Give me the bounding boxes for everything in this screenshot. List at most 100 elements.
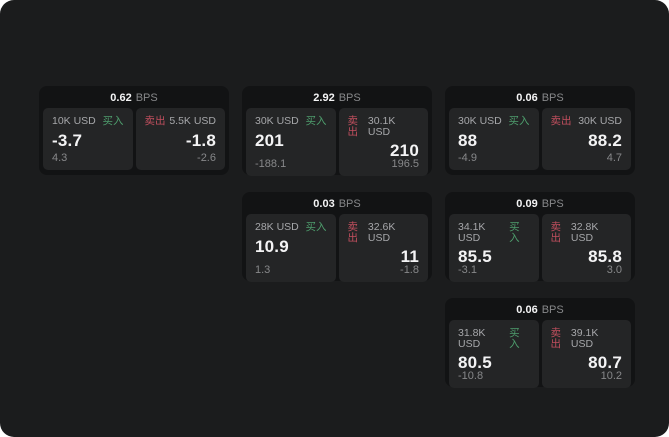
sell-price: 85.8	[588, 247, 622, 266]
sell-label: 卖出	[550, 327, 562, 350]
buy-size: 34.1K USD	[458, 221, 486, 244]
buy-panel-top: 10K USD 买入	[52, 116, 124, 127]
buy-price: 201	[255, 130, 284, 150]
sell-price: 210	[390, 141, 419, 160]
spread-card-grid: 0.62 BPS 10K USD 买入 -3.7 4.3 卖出 5.5K USD	[39, 86, 635, 388]
sell-panel[interactable]: 卖出 5.5K USD -1.8 -2.6	[135, 108, 225, 170]
buy-delta: 4.3	[52, 152, 68, 164]
spread-header: 0.62 BPS	[39, 86, 229, 108]
buy-label: 买入	[508, 115, 530, 127]
sell-delta: -2.6	[197, 152, 216, 164]
spread-card: 2.92 BPS 30K USD 买入 201 -188.1 卖出 30.1K …	[242, 86, 432, 176]
sell-price: 11	[400, 247, 419, 266]
spread-card: 0.06 BPS 31.8K USD 买入 80.5 -10.8 卖出 39.1…	[445, 298, 635, 388]
sell-panel[interactable]: 卖出 30K USD 88.2 4.7	[541, 108, 631, 170]
sell-price: 80.7	[588, 353, 622, 372]
buy-size: 30K USD	[255, 115, 299, 127]
quote-panels: 28K USD 买入 10.9 1.3 卖出 32.6K USD 11 -1.8	[242, 214, 432, 287]
buy-price: 10.9	[255, 236, 289, 256]
spread-value: 0.06	[516, 91, 538, 104]
spread-value: 0.09	[516, 197, 538, 210]
sell-panel[interactable]: 卖出 32.6K USD 11 -1.8	[338, 214, 428, 282]
sell-delta: 10.2	[600, 370, 622, 382]
sell-delta: 196.5	[391, 158, 419, 170]
buy-size: 31.8K USD	[458, 327, 486, 350]
spread-card: 0.03 BPS 28K USD 买入 10.9 1.3 卖出 32.6K US…	[242, 192, 432, 282]
spread-header: 0.03 BPS	[242, 192, 432, 214]
sell-size: 30K USD	[578, 115, 622, 127]
sell-panel-top: 卖出 39.1K USD	[551, 328, 623, 349]
sell-price: -1.8	[185, 130, 216, 150]
sell-delta: -1.8	[400, 264, 419, 276]
buy-label: 买入	[102, 115, 124, 127]
buy-delta: -3.1	[458, 264, 477, 276]
buy-panel[interactable]: 31.8K USD 买入 80.5 -10.8	[449, 320, 539, 388]
quote-panels: 30K USD 买入 88 -4.9 卖出 30K USD 88.2 4.7	[445, 108, 635, 175]
sell-size: 32.6K USD	[367, 221, 396, 244]
buy-price: 88	[458, 130, 478, 150]
sell-panel-top: 卖出 32.8K USD	[551, 222, 623, 243]
sell-size: 5.5K USD	[169, 115, 216, 127]
spread-card: 0.09 BPS 34.1K USD 买入 85.5 -3.1 卖出 32.8K…	[445, 192, 635, 282]
buy-delta: -10.8	[458, 370, 484, 382]
quote-panels: 34.1K USD 买入 85.5 -3.1 卖出 32.8K USD 85.8…	[445, 214, 635, 287]
spread-value: 0.03	[313, 197, 335, 210]
buy-delta: -4.9	[458, 152, 477, 164]
spread-card: 0.62 BPS 10K USD 买入 -3.7 4.3 卖出 5.5K USD	[39, 86, 229, 175]
sell-delta: 3.0	[606, 264, 622, 276]
sell-panel-top: 卖出 30.1K USD	[348, 116, 420, 137]
buy-price: -3.7	[52, 130, 83, 150]
buy-label: 买入	[305, 221, 327, 233]
buy-size: 10K USD	[52, 115, 96, 127]
spread-header: 0.06 BPS	[445, 298, 635, 320]
sell-label: 卖出	[550, 115, 572, 127]
sell-panel-top: 卖出 32.6K USD	[348, 222, 420, 243]
sell-panel[interactable]: 卖出 30.1K USD 210 196.5	[338, 108, 428, 176]
sell-size: 30.1K USD	[367, 115, 396, 138]
buy-panel-top: 28K USD 买入	[255, 222, 327, 233]
sell-delta: 4.7	[606, 152, 622, 164]
bps-label: BPS	[541, 91, 564, 104]
buy-panel-top: 31.8K USD 买入	[458, 328, 530, 349]
buy-label: 买入	[509, 327, 520, 350]
quote-panels: 31.8K USD 买入 80.5 -10.8 卖出 39.1K USD 80.…	[445, 320, 635, 393]
sell-label: 卖出	[347, 221, 359, 244]
buy-panel[interactable]: 30K USD 买入 201 -188.1	[246, 108, 336, 176]
spread-header: 0.09 BPS	[445, 192, 635, 214]
spread-card: 0.06 BPS 30K USD 买入 88 -4.9 卖出 30K USD	[445, 86, 635, 175]
bps-label: BPS	[338, 91, 361, 104]
bps-label: BPS	[541, 197, 564, 210]
buy-size: 28K USD	[255, 221, 299, 233]
bps-label: BPS	[541, 303, 564, 316]
spread-header: 0.06 BPS	[445, 86, 635, 108]
buy-size: 30K USD	[458, 115, 502, 127]
buy-delta: 1.3	[255, 264, 271, 276]
buy-price: 80.5	[458, 353, 492, 372]
buy-panel[interactable]: 10K USD 买入 -3.7 4.3	[43, 108, 133, 170]
buy-panel-top: 30K USD 买入	[255, 116, 327, 127]
sell-price: 88.2	[588, 130, 622, 150]
buy-panel[interactable]: 30K USD 买入 88 -4.9	[449, 108, 539, 170]
buy-panel[interactable]: 28K USD 买入 10.9 1.3	[246, 214, 336, 282]
sell-label: 卖出	[347, 115, 359, 138]
sell-panel-top: 卖出 5.5K USD	[145, 116, 217, 127]
bps-label: BPS	[338, 197, 361, 210]
sell-label: 卖出	[144, 115, 166, 127]
spread-value: 2.92	[313, 91, 335, 104]
quote-panels: 10K USD 买入 -3.7 4.3 卖出 5.5K USD -1.8 -2.…	[39, 108, 229, 175]
buy-delta: -188.1	[255, 158, 287, 170]
sell-panel-top: 卖出 30K USD	[551, 116, 623, 127]
buy-panel-top: 30K USD 买入	[458, 116, 530, 127]
buy-label: 买入	[305, 115, 327, 127]
sell-size: 32.8K USD	[570, 221, 599, 244]
sell-label: 卖出	[550, 221, 562, 244]
sell-panel[interactable]: 卖出 32.8K USD 85.8 3.0	[541, 214, 631, 282]
buy-panel[interactable]: 34.1K USD 买入 85.5 -3.1	[449, 214, 539, 282]
buy-label: 买入	[509, 221, 520, 244]
bps-label: BPS	[135, 91, 158, 104]
spread-header: 2.92 BPS	[242, 86, 432, 108]
quote-panels: 30K USD 买入 201 -188.1 卖出 30.1K USD 210 1…	[242, 108, 432, 181]
sell-panel[interactable]: 卖出 39.1K USD 80.7 10.2	[541, 320, 631, 388]
spread-value: 0.06	[516, 303, 538, 316]
